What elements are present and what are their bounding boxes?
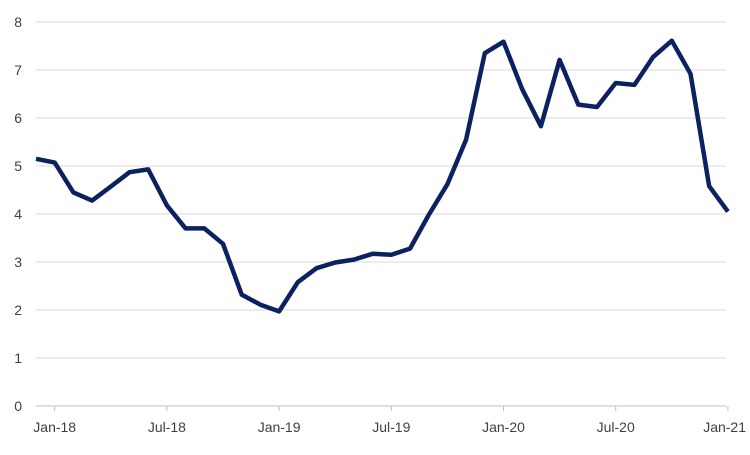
x-tick-label: Jan-19 <box>258 419 301 435</box>
y-tick-label: 2 <box>14 302 22 318</box>
x-tick-label: Jul-18 <box>148 419 186 435</box>
x-tick-label: Jan-20 <box>482 419 525 435</box>
x-tick-label: Jan-18 <box>33 419 76 435</box>
x-tick-label: Jul-20 <box>597 419 635 435</box>
y-tick-label: 4 <box>14 206 22 222</box>
series-layer <box>36 41 728 312</box>
y-tick-label: 7 <box>14 62 22 78</box>
y-tick-label: 0 <box>14 398 22 414</box>
y-tick-label: 3 <box>14 254 22 270</box>
x-axis <box>36 406 728 411</box>
y-tick-label: 6 <box>14 110 22 126</box>
series-line <box>36 41 728 312</box>
y-tick-label: 5 <box>14 158 22 174</box>
y-tick-label: 8 <box>14 14 22 30</box>
data-points <box>36 41 728 312</box>
gridlines <box>36 22 726 358</box>
y-tick-label: 1 <box>14 350 22 366</box>
x-tick-label: Jan-21 <box>703 419 746 435</box>
y-axis-tick-labels: 0 1 2 3 4 5 6 7 8 <box>14 14 22 414</box>
x-axis-tick-labels: Jan-18 Jul-18 Jan-19 Jul-19 Jan-20 Jul-20 Jan-… <box>33 419 746 435</box>
x-tick-label: Jul-19 <box>372 419 410 435</box>
